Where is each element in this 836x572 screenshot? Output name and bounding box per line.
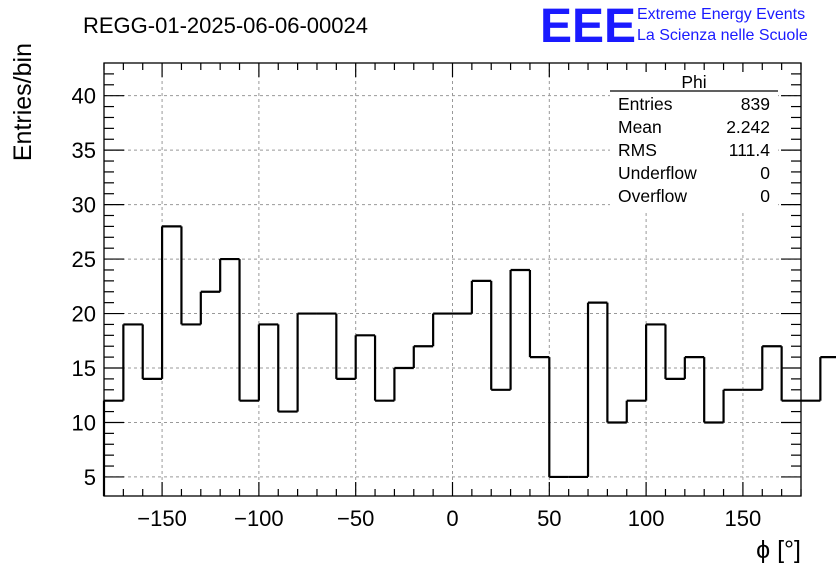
stats-box: Phi Entries 839 Mean 2.242 RMS 111.4 Underflow… — [610, 72, 778, 212]
grid-lines — [104, 63, 801, 496]
stats-row-value: 839 — [741, 94, 770, 114]
x-tick-label: 150 — [725, 506, 762, 531]
stats-row-label: Entries — [618, 94, 673, 114]
stats-row-label: Mean — [618, 117, 662, 137]
stats-box-title: Phi — [681, 72, 706, 92]
stats-row-label: Underflow — [618, 163, 697, 183]
x-axis-ticks: −150 −100 −50 0 50 100 150 — [103, 63, 802, 531]
x-tick-label: −50 — [337, 506, 374, 531]
stats-row-value: 111.4 — [729, 140, 770, 160]
stats-box-rows: Entries 839 Mean 2.242 RMS 111.4 Underflow 0 Ove… — [618, 94, 770, 206]
y-tick-label: 10 — [72, 410, 96, 435]
eee-logo-line1: Extreme Energy Events — [637, 6, 805, 23]
y-tick-label: 40 — [72, 84, 96, 109]
y-tick-label: 20 — [72, 302, 96, 327]
stats-row-value: 0 — [760, 163, 770, 183]
x-tick-label: 50 — [537, 506, 561, 531]
y-axis-title: Entries/bin — [9, 43, 37, 161]
eee-logo-line2: La Scienza nelle Scuole — [637, 27, 808, 44]
y-tick-label: 5 — [84, 465, 96, 490]
x-axis-title: ϕ [°] — [756, 536, 801, 564]
stats-row-value: 0 — [760, 186, 770, 206]
y-tick-label: 15 — [72, 356, 96, 381]
stats-row-label: RMS — [618, 140, 657, 160]
y-axis-ticks: 5 10 15 20 25 30 35 40 — [72, 73, 801, 490]
x-tick-label: −100 — [234, 506, 284, 531]
x-tick-label: 100 — [628, 506, 665, 531]
stats-row-value: 2.242 — [726, 117, 770, 137]
histogram-series — [102, 225, 836, 496]
y-tick-label: 30 — [72, 193, 96, 218]
chart-title: REGG-01-2025-06-06-00024 — [83, 13, 368, 38]
eee-logo-mark: EEE — [540, 0, 636, 53]
stats-row-label: Overflow — [618, 186, 687, 206]
y-tick-label: 25 — [72, 247, 96, 272]
x-tick-label: 0 — [446, 506, 458, 531]
stats-box-background — [610, 72, 778, 212]
y-tick-label: 35 — [72, 138, 96, 163]
eee-logo: EEE Extreme Energy Events La Scienza nel… — [540, 0, 808, 53]
x-tick-label: −150 — [137, 506, 187, 531]
